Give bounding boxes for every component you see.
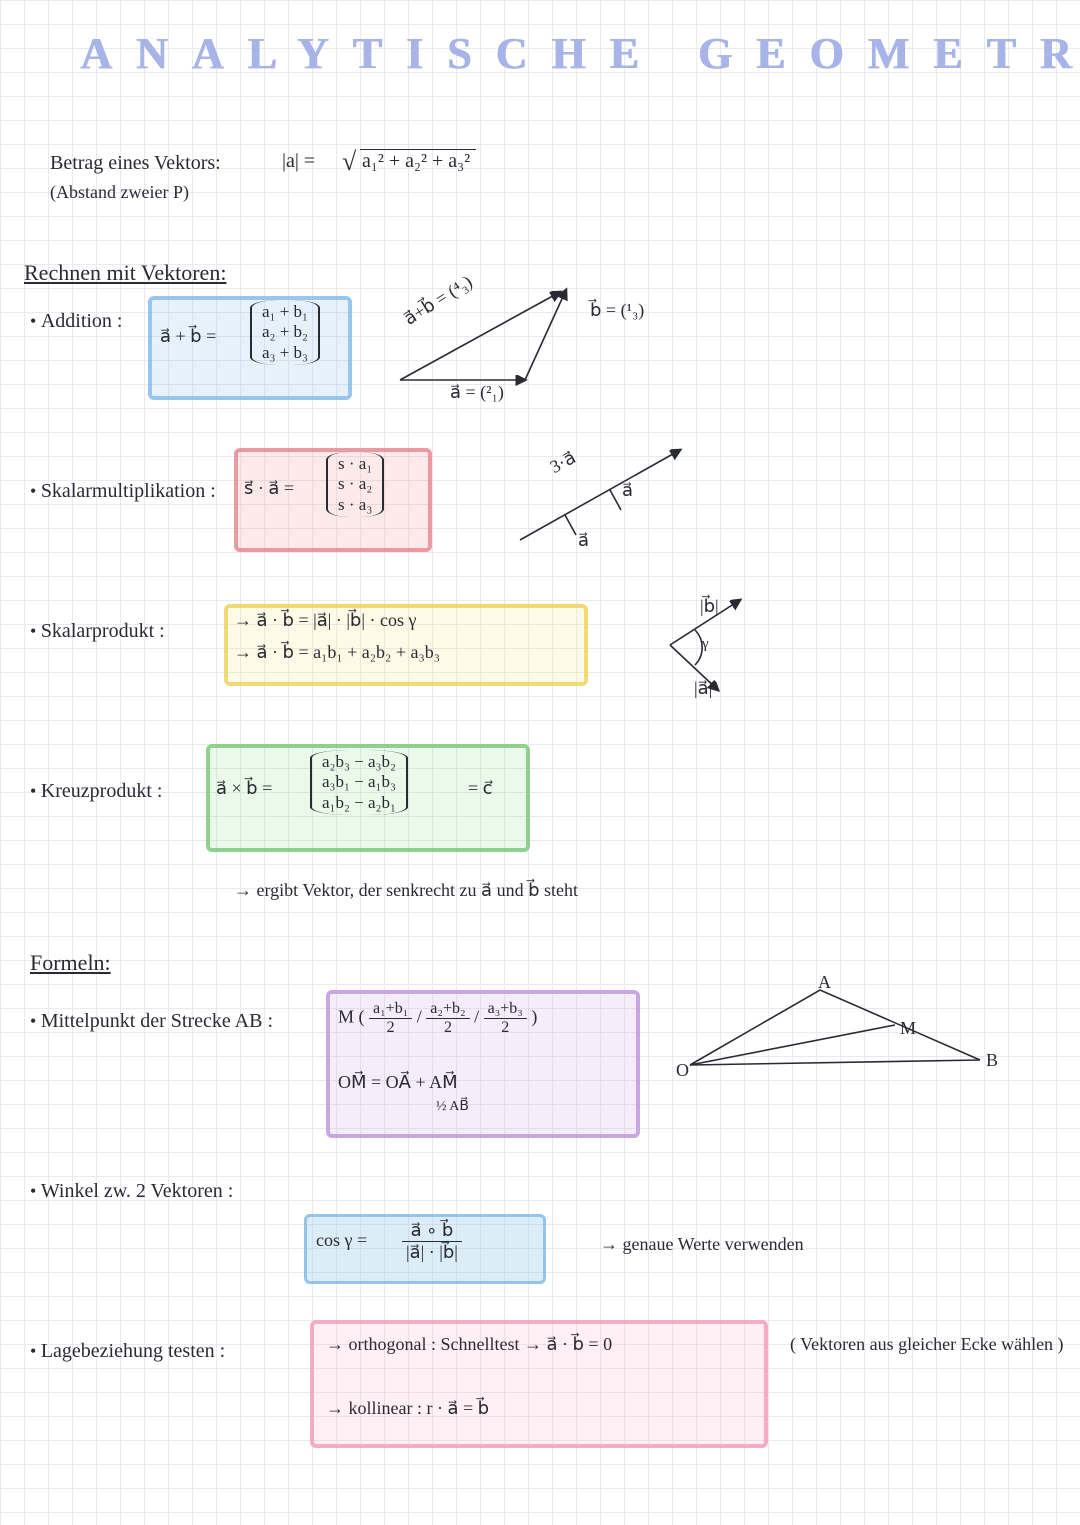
angle-lhs: cos γ =: [316, 1230, 367, 1251]
cross-note: → ergibt Vektor, der senkrecht zu a⃗ und…: [234, 880, 578, 901]
addition-label: Addition :: [30, 310, 122, 333]
dot-a: |a⃗|: [694, 678, 712, 699]
mp-A: A: [818, 972, 831, 993]
lage-l1note: ( Vektoren aus gleicher Ecke wählen ): [790, 1334, 1064, 1355]
magnitude-rhs: a₁² + a₂² + a₃²: [348, 150, 476, 173]
mp-O: O: [676, 1060, 689, 1081]
angle-label: Winkel zw. 2 Vektoren :: [30, 1180, 233, 1203]
midpoint-half: ½ AB⃗: [436, 1098, 469, 1115]
dot-line1: → a⃗ · b⃗ = |a⃗| · |b⃗| · cos γ: [234, 610, 416, 631]
addition-b: b⃗ = (¹₃): [590, 300, 644, 321]
mp-B: B: [986, 1050, 998, 1071]
page-title: ANALYTISCHE GEOMETRIE: [80, 28, 1080, 79]
magnitude-sub: (Abstand zweier P): [50, 182, 189, 203]
scalarmult-mid: a⃗: [622, 480, 633, 501]
scalarmult-diagram: [510, 440, 710, 550]
dot-b: |b⃗|: [700, 596, 719, 617]
scalarmult-low: a⃗: [578, 530, 589, 551]
addition-vec: a₁ + b₁a₂ + b₂a₃ + b₃: [250, 300, 320, 365]
magnitude-lhs: |a| =: [282, 150, 315, 173]
addition-a: a⃗ = (²₁): [450, 382, 504, 403]
section-formeln: Formeln:: [30, 950, 111, 976]
mp-M: M: [900, 1018, 916, 1039]
lage-label: Lagebeziehung testen :: [30, 1340, 225, 1363]
scalarmult-lhs: s⃗ · a⃗ =: [244, 478, 294, 499]
cross-eq: = c⃗: [468, 778, 493, 799]
scalarmult-vec: s · a₁s · a₂s · a₃: [326, 452, 384, 517]
magnitude-label: Betrag eines Vektors:: [50, 152, 221, 175]
lage-l1: → orthogonal : Schnelltest → a⃗ · b⃗ = 0: [326, 1334, 612, 1355]
cross-label: Kreuzprodukt :: [30, 780, 162, 803]
midpoint-M: M ( a₁+b₁2 / a₂+b₂2 / a₃+b₃2 ): [338, 1000, 537, 1037]
midpoint-label: Mittelpunkt der Strecke AB :: [30, 1010, 273, 1033]
section-rechnen: Rechnen mit Vektoren:: [24, 260, 226, 286]
midpoint-diagram: [680, 980, 1000, 1100]
addition-lhs: a⃗ + b⃗ =: [160, 326, 216, 347]
angle-note: → genaue Werte verwenden: [600, 1234, 804, 1255]
addition-diagram: [380, 270, 610, 400]
cross-lhs: a⃗ × b⃗ =: [216, 778, 272, 799]
cross-vec: a₂b₃ − a₃b₂a₃b₁ − a₁b₃a₁b₂ − a₂b₁: [310, 750, 408, 815]
scalarmult-label: Skalarmultiplikation :: [30, 480, 216, 503]
dot-g: γ: [702, 636, 709, 653]
angle-frac: a⃗ ∘ b⃗|a⃗| · |b⃗|: [402, 1220, 462, 1263]
lage-l2: → kollinear : r · a⃗ = b⃗: [326, 1398, 489, 1419]
dot-line2: → a⃗ · b⃗ = a₁b₁ + a₂b₂ + a₃b₃: [234, 642, 440, 663]
dot-label: Skalarprodukt :: [30, 620, 165, 643]
midpoint-om: OM⃗ = OA⃗ + AM⃗: [338, 1072, 458, 1093]
